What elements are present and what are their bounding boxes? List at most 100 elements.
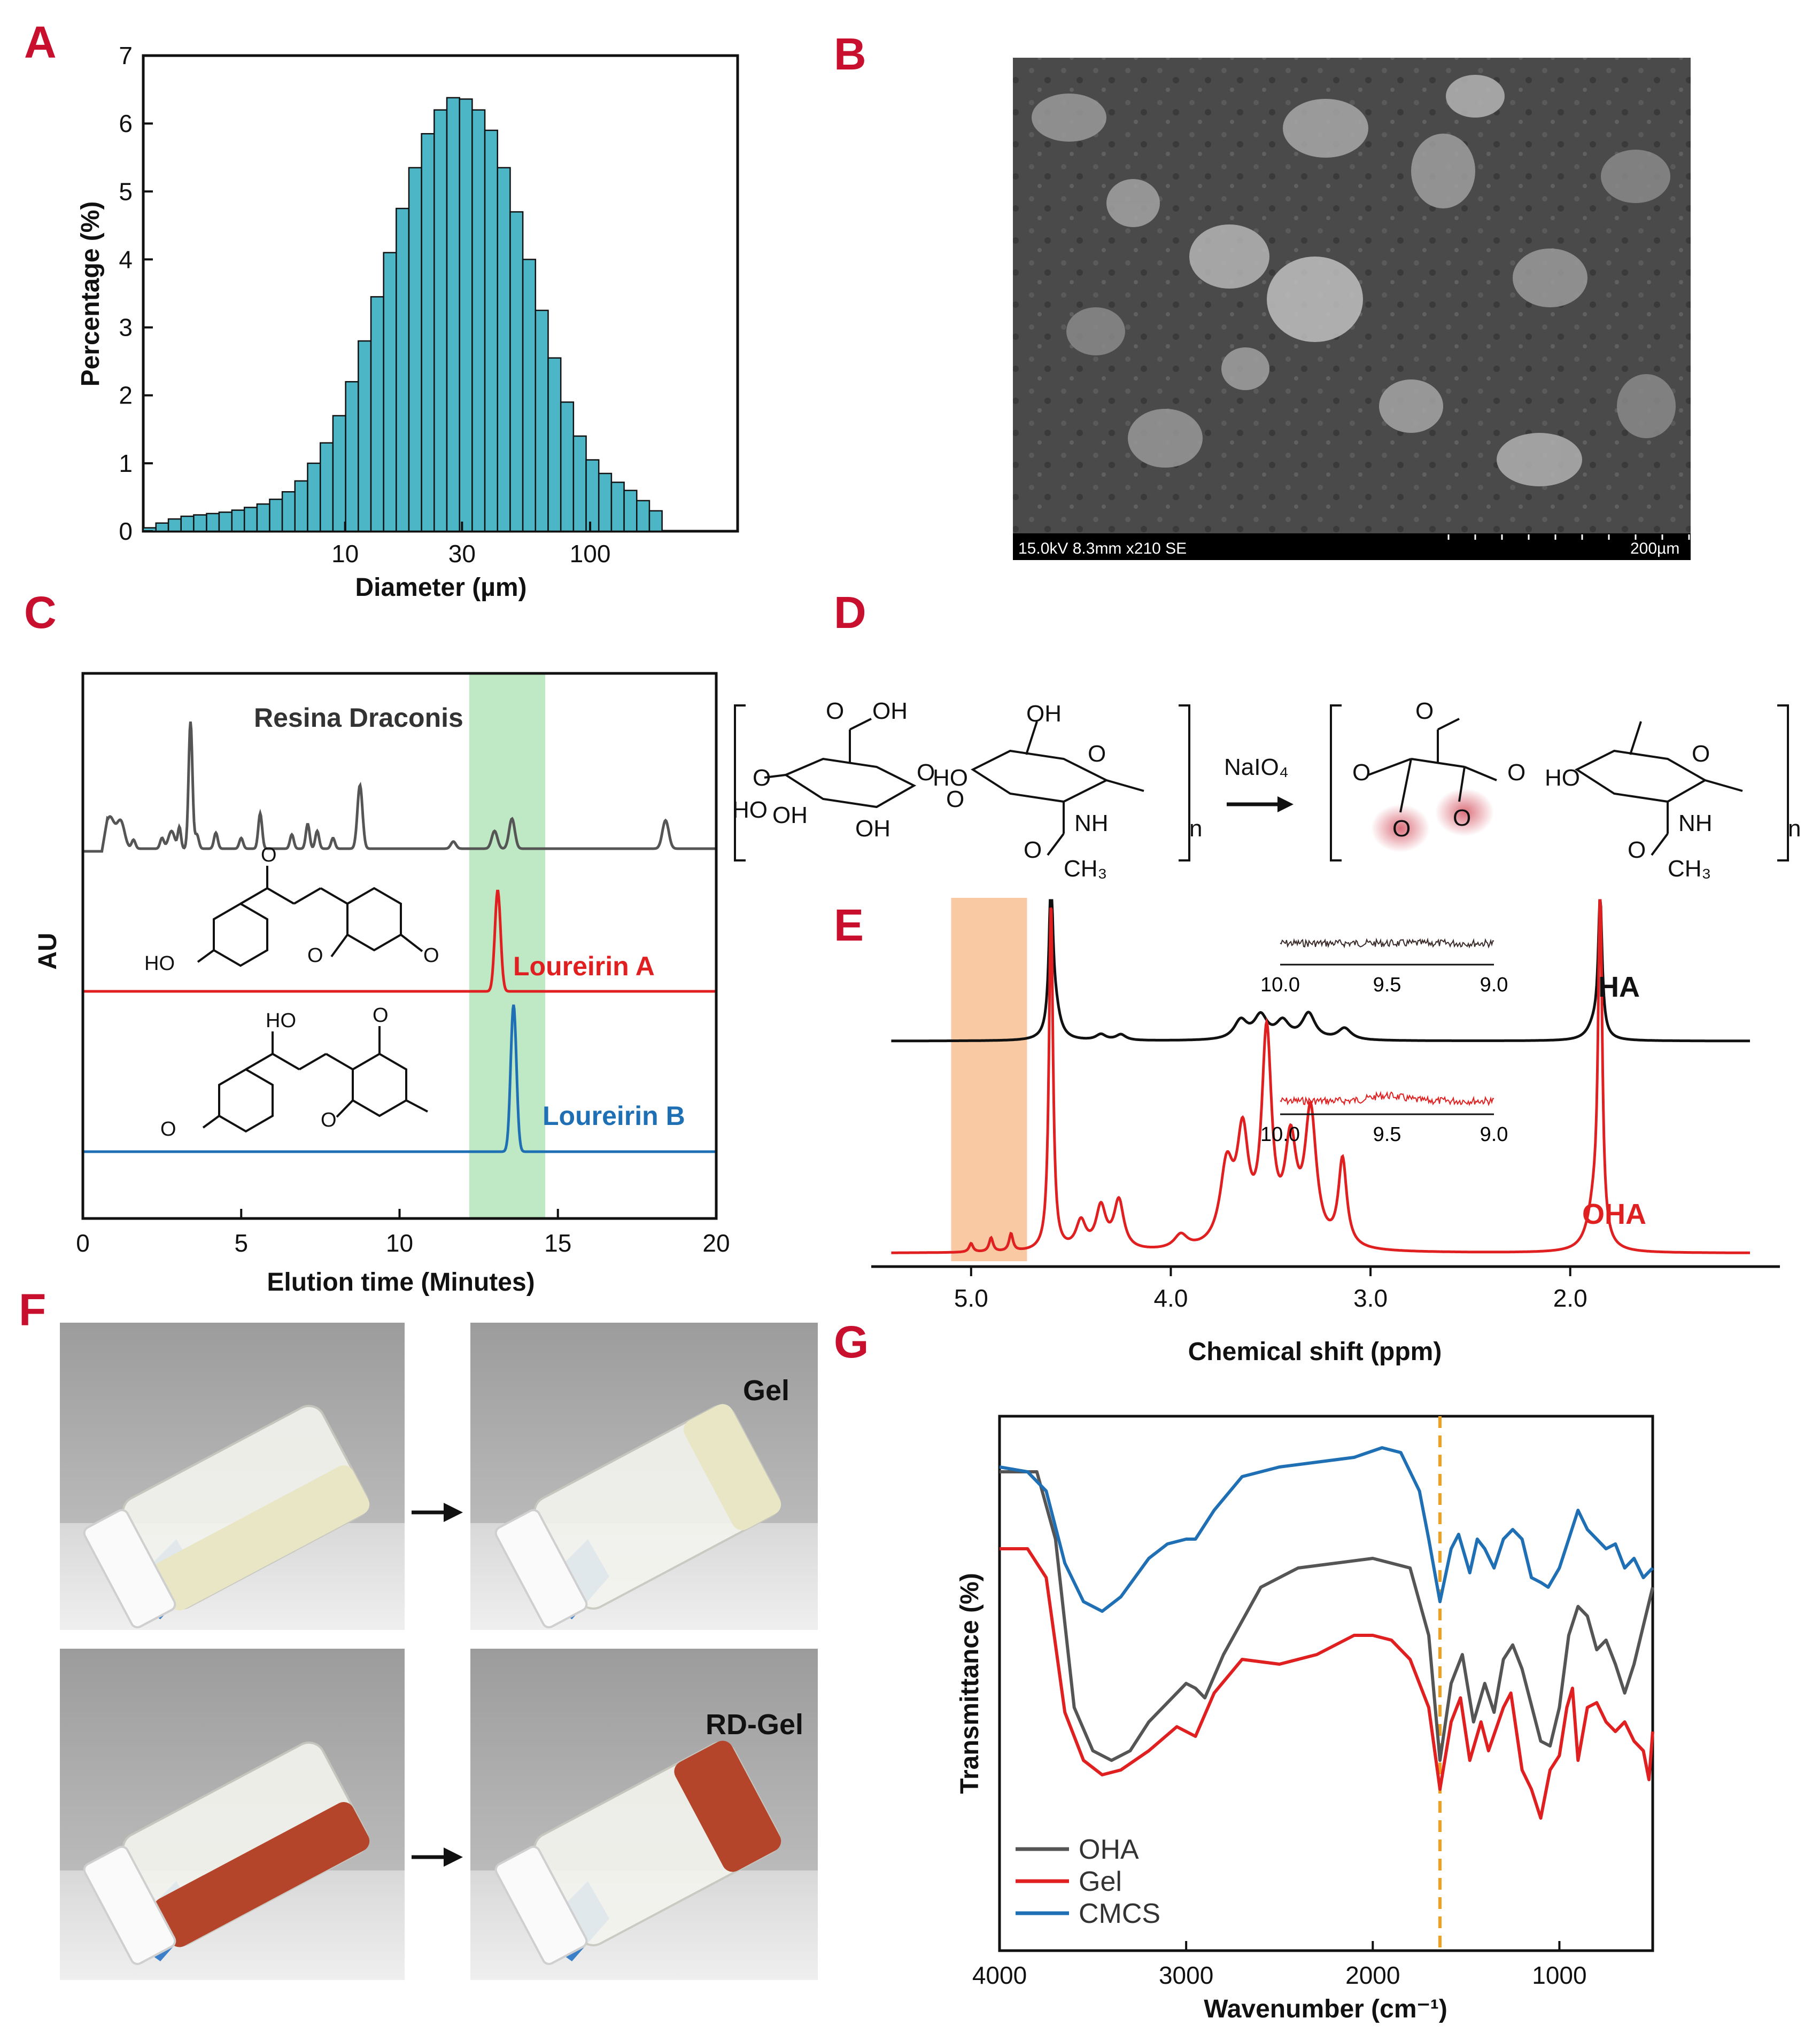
histogram-bar [396,207,410,532]
histogram-bar [155,522,169,532]
histogram-bar [623,490,638,532]
trace-loureirin-b [83,1004,716,1153]
svg-text:O: O [1507,759,1525,786]
chart-a: 0 1 2 3 4 5 6 7 10 30 100 Diameter (µm) Percentage… [76,42,739,602]
histogram-bar [610,482,625,532]
y-tick-label: 5 [119,177,133,205]
inset-oha-tick-3: 9.0 [1480,1123,1508,1146]
inset-oha-trace [1280,1091,1494,1106]
svg-text:n: n [1788,816,1801,842]
photo-gel-after: Gel [470,1323,818,1630]
svg-text:O: O [753,765,771,791]
chart-a-xlabel: Diameter (µm) [355,573,526,602]
histogram-bar [433,109,448,532]
svg-text:NH: NH [1074,810,1109,836]
y-tick-label: 3 [119,314,133,341]
svg-text:O: O [423,944,439,967]
photo-gel-before [60,1323,405,1630]
histogram-bar [598,472,613,532]
sem-scale-ticks [1447,534,1690,540]
chart-e-xlabel: Chemical shift (ppm) [1188,1338,1442,1366]
trace-label-oha: OHA [1582,1198,1646,1230]
oha-atoms: O O O O O O HO NH O CH₃ n [1352,698,1801,882]
trace-loureirin-a [83,889,716,993]
structure-loureirin-a [197,866,423,967]
svg-text:O: O [160,1118,176,1140]
aldehyde-glow-1 [1371,804,1430,852]
trace-resina-draconis [83,721,716,853]
svg-text:O: O [917,759,935,786]
panel-label-b: B [834,29,866,79]
structure-loureirin-b-atoms: HO O O O [160,1004,389,1140]
chart-g-xlabel: Wavenumber (cm⁻¹) [1204,1995,1447,2023]
legend-label: OHA [1079,1834,1139,1865]
svg-text:OH: OH [872,698,908,724]
chart-a-bars [142,97,663,532]
histogram-bar [446,97,460,532]
histogram-bar [358,340,372,532]
chart-e-highlight-band [951,898,1027,1261]
histogram-bar [572,435,587,532]
chart-c-xlabel: Elution time (Minutes) [267,1268,535,1297]
svg-text:O: O [1392,816,1411,842]
chart-g-frame [998,1415,1654,1952]
photo-label-rd-gel: RD-Gel [706,1709,803,1741]
ha-structure [734,704,1190,861]
x-tick-label: 3.0 [1353,1284,1388,1312]
histogram-bar [522,259,537,532]
histogram-bar [193,514,207,532]
x-tick-label: 20 [702,1229,730,1257]
histogram-bar [408,167,422,532]
svg-text:O: O [1692,741,1710,767]
legend-label: CMCS [1079,1898,1160,1929]
svg-text:NH: NH [1678,810,1713,836]
trace-oha [1000,1470,1654,1762]
svg-text:O: O [1352,759,1370,786]
histogram-bar [585,459,600,532]
x-tick-label: 10 [386,1229,413,1257]
sample-label-loureirin-a: Loureirin A [513,951,655,981]
histogram-bar [535,309,549,532]
histogram-bar [256,503,270,532]
svg-text:OH: OH [772,802,808,828]
y-tick-label: 4 [119,245,133,273]
reagent-label: NaIO₄ [1224,754,1289,780]
aldehyde-glow-2 [1435,788,1494,836]
x-tick-label: 5.0 [954,1284,988,1312]
svg-text:O: O [946,786,964,812]
sample-label-loureirin-b: Loureirin B [543,1101,685,1131]
histogram-bar [218,511,233,532]
histogram-bar [319,442,334,532]
histogram-bar [383,252,397,532]
histogram-bar [281,491,296,532]
inset-oha-tick-1: 10.0 [1260,1123,1300,1146]
histogram-bar [269,498,283,532]
inset-ha: 10.0 9.5 9.0 [1260,937,1508,996]
x-tick-label: 4000 [972,1961,1027,1989]
chart-g-traces [999,1446,1654,1820]
svg-text:HO: HO [144,952,175,975]
sem-info-text: 15.0kV 8.3mm x210 SE [1018,540,1187,557]
photo-rdgel-before [60,1649,405,1980]
chart-c-ticks: 0 5 10 15 20 [76,1209,730,1257]
panel-label-f: F [19,1285,46,1335]
trace-ha [891,899,1750,1043]
x-tick-label: 10 [331,540,359,568]
x-tick-label: 3000 [1159,1961,1213,1989]
y-tick-label: 0 [119,517,133,545]
x-tick-label: 2.0 [1553,1284,1587,1312]
histogram-bar [509,211,524,532]
svg-text:HO: HO [266,1010,296,1032]
chart-e-ticks: 5.0 4.0 3.0 2.0 [954,1267,1587,1312]
histogram-bar [332,415,346,532]
svg-text:HO: HO [732,797,768,823]
inset-oha: 10.0 9.5 9.0 [1260,1091,1508,1146]
histogram-bar [497,167,511,532]
svg-text:O: O [1453,805,1471,831]
histogram-bar [345,381,359,532]
panel-label-g: G [834,1317,869,1367]
svg-text:O: O [1088,741,1106,767]
svg-text:O: O [1024,837,1042,863]
chart-g-ylabel: Transmittance (%) [956,1573,984,1794]
